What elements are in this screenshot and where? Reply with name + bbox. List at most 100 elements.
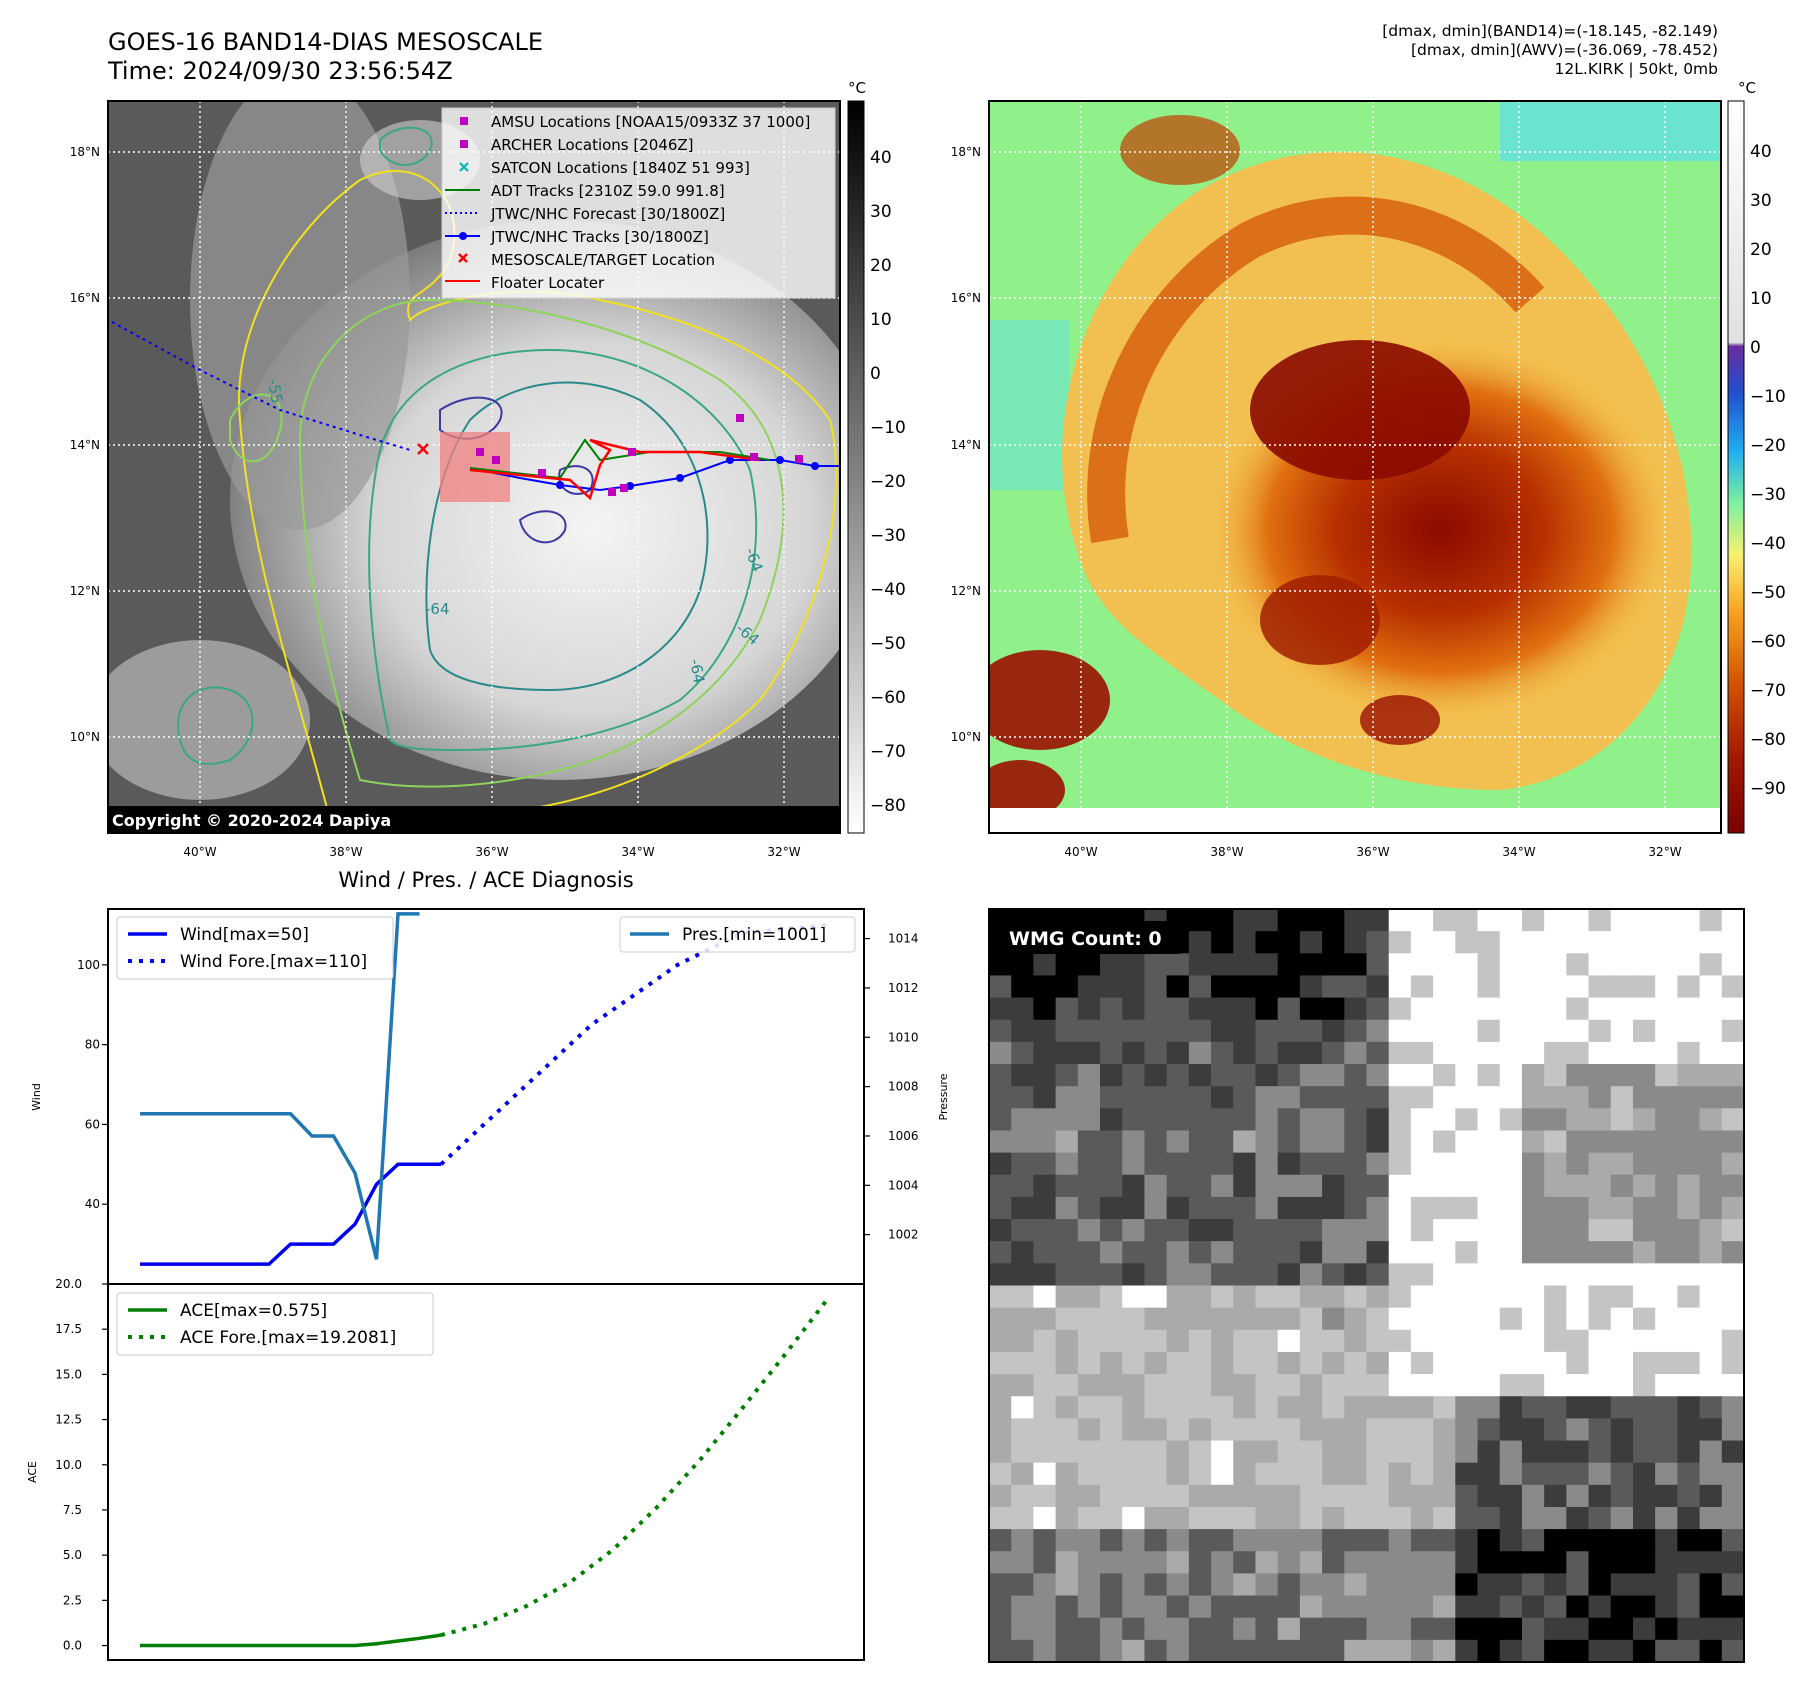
wmg-pixel: [1277, 931, 1301, 954]
wmg-pixel: [1188, 1595, 1212, 1619]
wmg-pixel: [1499, 1152, 1523, 1176]
wmg-pixel: [1077, 1019, 1101, 1043]
wmg-pixel: [1144, 1529, 1168, 1552]
wmg-pixel: [1588, 1064, 1612, 1087]
wmg-pixel: [1410, 1351, 1434, 1375]
wmg-pixel: [1632, 1617, 1656, 1641]
wmg-pixel: [1100, 1506, 1123, 1530]
amsu-legend-icon: [460, 117, 468, 125]
wmg-pixel: [1144, 1351, 1168, 1375]
wmg-pixel: [1011, 1396, 1035, 1419]
ace-line: [140, 1633, 442, 1648]
right-map-lon-ticks: 40°W 38°W 36°W 34°W 32°W: [1064, 845, 1681, 859]
wmg-pixel: [1077, 1396, 1101, 1419]
wmg-pixel: [1188, 1174, 1212, 1198]
wmg-pixel: [1388, 1019, 1412, 1043]
wmg-pixel: [1144, 1130, 1168, 1154]
wmg-pixel: [1588, 997, 1612, 1021]
wmg-pixel: [1521, 1019, 1545, 1043]
wmg-pixel: [1299, 1529, 1323, 1552]
wmg-pixel: [1477, 1573, 1501, 1597]
wmg-pixel: [1699, 1219, 1723, 1242]
wmg-pixel: [1055, 1086, 1079, 1109]
wmg-pixel: [1033, 997, 1057, 1021]
wmg-pixel: [1477, 1396, 1501, 1419]
wmg-pixel: [1100, 1019, 1123, 1043]
wmg-pixel: [1544, 1595, 1567, 1619]
wmg-pixel: [1499, 1418, 1523, 1442]
wmg-pixel: [1100, 1307, 1123, 1331]
wmg-pixel: [1699, 975, 1723, 999]
wmg-pixel: [1100, 1263, 1123, 1287]
wmg-pixel: [1455, 1529, 1479, 1552]
wmg-pixel: [1655, 1374, 1678, 1397]
wmg-pixel: [1721, 1241, 1745, 1264]
wmg-pixel: [1588, 1551, 1612, 1575]
wmg-pixel: [1144, 1064, 1168, 1087]
left-map-frame: [107, 100, 841, 834]
wmg-pixel: [1100, 1374, 1123, 1397]
wind-y-tick: 100: [77, 958, 100, 972]
wmg-pixel: [1077, 1108, 1101, 1132]
wmg-pixel: [989, 1351, 1012, 1375]
wmg-pixel: [1122, 1219, 1146, 1242]
wmg-pixel: [1100, 1617, 1123, 1641]
wmg-pixel: [1233, 1595, 1257, 1619]
wmg-pixel: [1166, 1462, 1190, 1486]
wmg-pixel: [1588, 975, 1612, 999]
wmg-pixel: [1721, 931, 1745, 954]
wmg-pixel: [1299, 1041, 1323, 1065]
wmg-pixel: [1277, 1086, 1301, 1109]
wmg-pixel: [1588, 1639, 1612, 1663]
wmg-pixel: [1299, 1617, 1323, 1641]
wmg-pixel: [1566, 1351, 1590, 1375]
wmg-pixel: [1055, 1307, 1079, 1331]
wmg-pixel: [1077, 1617, 1101, 1641]
wmg-pixel: [1388, 1152, 1412, 1176]
wmg-pixel: [1655, 1617, 1678, 1641]
wmg-pixel: [1366, 1130, 1390, 1154]
lon-tick: 34°W: [621, 845, 654, 859]
wmg-pixel: [1721, 1506, 1745, 1530]
wmg-pixel: [1144, 997, 1168, 1021]
wmg-pixel: [1055, 1019, 1079, 1043]
wmg-pixel: [1566, 1374, 1590, 1397]
wmg-pixel: [1699, 1440, 1723, 1464]
wmg-pixel: [1655, 1241, 1678, 1264]
wmg-pixel: [1011, 1351, 1035, 1375]
wmg-pixel: [1566, 1396, 1590, 1419]
wmg-pixel: [1588, 1241, 1612, 1264]
wmg-pixel: [1322, 1506, 1345, 1530]
wmg-pixel: [1410, 1285, 1434, 1309]
wmg-pixel: [1299, 997, 1323, 1021]
wmg-pixel: [1144, 1219, 1168, 1242]
wmg-pixel: [1588, 1285, 1612, 1309]
wmg-pixel: [1255, 1506, 1279, 1530]
legend-box: [441, 107, 836, 299]
wmg-pixel: [1477, 1351, 1501, 1375]
info-line-1: [dmax, dmin](BAND14)=(-18.145, -82.149): [1382, 22, 1718, 40]
wmg-pixel: [1388, 1617, 1412, 1641]
cold-cluster-n: [1120, 115, 1240, 185]
wmg-pixel: [1477, 1086, 1501, 1109]
wmg-pixel: [1521, 1307, 1545, 1331]
title-line-1: GOES-16 BAND14-DIAS MESOSCALE: [108, 28, 544, 56]
wmg-pixel: [1610, 1529, 1634, 1552]
copyright-strip: [108, 806, 840, 833]
wmg-pixel: [1677, 1307, 1701, 1331]
gray-cbar-tick: −40: [870, 580, 906, 600]
wmg-pixel: [989, 1174, 1012, 1198]
wmg-pixel: [1610, 1019, 1634, 1043]
wmg-pixel: [1499, 1174, 1523, 1198]
gray-colorbar-gradient: [847, 100, 865, 834]
wmg-pixel: [1655, 1086, 1678, 1109]
wmg-pixel: [1588, 1396, 1612, 1419]
wmg-pixel: [1144, 1019, 1168, 1043]
wmg-pixel: [1055, 1617, 1079, 1641]
wmg-pixel: [1033, 1351, 1057, 1375]
wmg-pixel: [1033, 1639, 1057, 1663]
wmg-pixel: [1455, 1307, 1479, 1331]
wmg-pixel: [1188, 1064, 1212, 1087]
wmg-pixel: [1544, 1396, 1567, 1419]
wmg-pixel: [1055, 1573, 1079, 1597]
